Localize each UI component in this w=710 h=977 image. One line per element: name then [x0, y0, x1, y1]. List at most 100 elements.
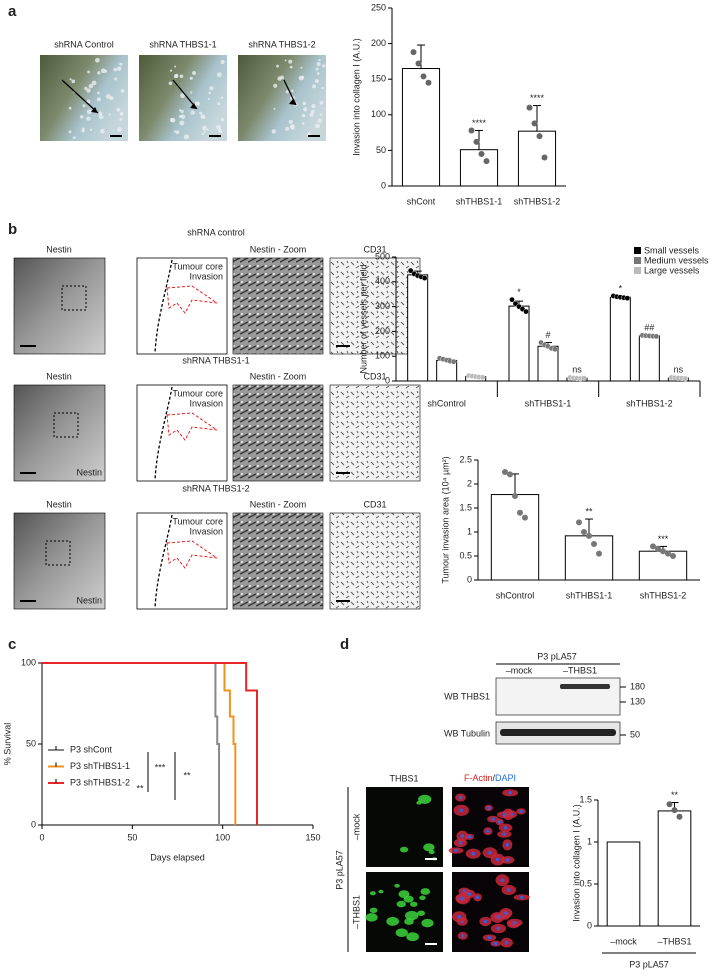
- data-point: [586, 532, 592, 539]
- zoom-image: [232, 257, 324, 355]
- legend-label: P3 shCont: [70, 744, 113, 754]
- x-tick-label: shTHBS1-2: [626, 398, 673, 408]
- cell: [271, 129, 277, 134]
- significance: ##: [644, 322, 654, 332]
- cell: [309, 112, 314, 117]
- bar: [517, 130, 557, 187]
- y-tick-label: 100: [21, 657, 36, 667]
- cell: [98, 111, 103, 116]
- nucleus: [475, 895, 480, 900]
- nucleus: [457, 914, 462, 919]
- band: [560, 684, 610, 689]
- cell: [174, 65, 177, 68]
- cell: [173, 130, 177, 133]
- nucleus: [459, 808, 464, 813]
- cell: [207, 97, 211, 100]
- nucleus: [454, 848, 458, 853]
- arrow: [61, 79, 99, 114]
- data-point: [670, 553, 676, 559]
- x-tick-label: shTHBS1-1: [525, 398, 572, 408]
- y-axis-label: % Survival: [2, 723, 12, 766]
- legend-label: Large vessels: [644, 265, 700, 275]
- group-label: P3 pLA57: [334, 850, 344, 890]
- image-caption: shRNA Control: [54, 39, 114, 49]
- x-tick-label: 100: [215, 832, 230, 842]
- significance: *: [619, 283, 623, 293]
- nucleus: [486, 806, 491, 810]
- cell: [316, 72, 320, 75]
- cell: [300, 75, 305, 80]
- channel-label: THBS1: [389, 773, 418, 783]
- marker-label: 130: [630, 696, 645, 706]
- cell: [96, 97, 101, 102]
- data-point: [655, 545, 661, 552]
- significance: ****: [530, 93, 545, 103]
- x-tick-label: shTHBS1-2: [514, 196, 561, 206]
- legend-label: P3 shTHBS1-1: [70, 761, 130, 771]
- nucleus: [495, 857, 500, 862]
- cell: [68, 106, 72, 110]
- cell: [190, 91, 193, 94]
- cell: [179, 120, 185, 126]
- data-point: [421, 275, 428, 281]
- x-tick-label: shTHBS1-2: [640, 590, 687, 600]
- cell: [417, 910, 425, 916]
- significance: **: [671, 790, 679, 800]
- cell: [86, 109, 92, 115]
- row-title: shRNA THBS1-2: [182, 483, 249, 493]
- bar: [459, 149, 499, 187]
- cell: [303, 107, 308, 112]
- cell: [220, 96, 224, 99]
- cell: [109, 96, 114, 101]
- nucleus: [505, 842, 510, 847]
- bar: [606, 841, 641, 927]
- invasion-outline: [166, 412, 218, 441]
- y-tick-label: 0.5: [579, 878, 592, 888]
- nucleus: [487, 935, 492, 940]
- cell: [218, 128, 223, 134]
- cell: [318, 58, 321, 62]
- data-point: [468, 127, 475, 134]
- x-tick-label: shTHBS1-1: [566, 590, 613, 600]
- nucleus: [519, 809, 523, 814]
- image-caption: shRNA THBS1-1: [149, 39, 216, 49]
- data-point: [536, 133, 543, 140]
- diagram: [136, 384, 228, 482]
- significance: *: [517, 287, 521, 297]
- data-point: [541, 154, 548, 161]
- micrograph: [366, 787, 443, 867]
- cell: [71, 79, 76, 84]
- x-tick-label: shTHBS1-1: [456, 196, 503, 206]
- cell: [203, 130, 206, 133]
- cell: [108, 113, 111, 116]
- nestin-image: [13, 257, 106, 355]
- significance: **: [136, 783, 144, 793]
- cell: [114, 77, 118, 81]
- cell: [405, 910, 419, 921]
- cell: [220, 59, 225, 65]
- x-tick-label: shControl: [427, 398, 466, 408]
- cell: [116, 107, 121, 112]
- panel-label: a: [8, 3, 17, 20]
- cell: [88, 83, 94, 89]
- cell: [97, 71, 101, 75]
- data-point: [552, 346, 558, 353]
- column-header: Nestin - Zoom: [250, 244, 307, 254]
- micrograph: [238, 55, 326, 141]
- nucleus: [460, 934, 465, 938]
- significance: #: [545, 330, 550, 340]
- nucleus: [467, 834, 472, 839]
- cell: [79, 115, 84, 119]
- cell: [288, 59, 293, 64]
- x-tick-label: 50: [127, 832, 137, 842]
- x-tick-label: –THBS1: [657, 936, 691, 946]
- y-axis-label: Number of vessels per field: [358, 264, 368, 373]
- cell: [369, 907, 378, 914]
- cell: [69, 78, 72, 81]
- cell: [190, 110, 195, 115]
- cell: [386, 916, 400, 926]
- nucleus: [488, 850, 492, 855]
- nucleus: [493, 941, 498, 946]
- nucleus: [459, 896, 464, 901]
- x-axis-label: Days elapsed: [150, 852, 205, 862]
